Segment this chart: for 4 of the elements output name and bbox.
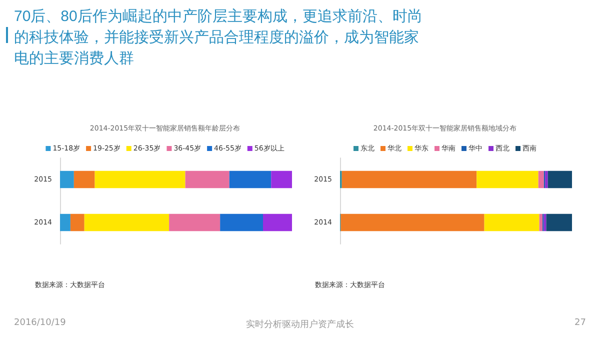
- text: 27: [574, 318, 586, 328]
- text: 2016/10/19: [14, 318, 66, 328]
- text: 70后、80后作为崛起的中产阶层主要构成，更追求前沿、时尚的科技体验，并能接受新兴产品合理程度的溢价，成为智能家电的主要消费人群: [14, 8, 422, 67]
- text: 实时分析驱动用户资产成长: [246, 320, 354, 330]
